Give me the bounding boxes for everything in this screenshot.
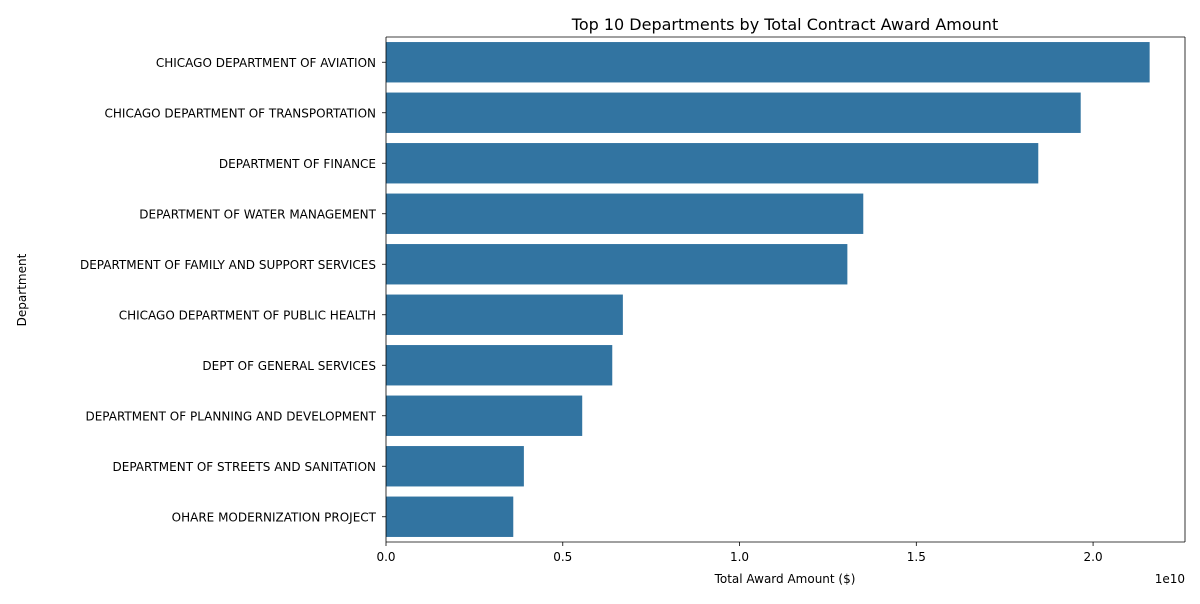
y-tick-label: OHARE MODERNIZATION PROJECT — [172, 510, 377, 524]
bars-group — [386, 42, 1150, 537]
x-axis-label: Total Award Amount ($) — [714, 572, 856, 586]
y-tick-label: DEPARTMENT OF WATER MANAGEMENT — [139, 207, 376, 221]
y-axis-label: Department — [15, 253, 29, 326]
y-tick-label: DEPARTMENT OF STREETS AND SANITATION — [113, 460, 377, 474]
y-tick-label: CHICAGO DEPARTMENT OF AVIATION — [156, 56, 376, 70]
y-tick-label: DEPARTMENT OF PLANNING AND DEVELOPMENT — [85, 409, 376, 423]
x-tick-label: 1.0 — [730, 550, 749, 564]
bar — [386, 294, 623, 335]
y-tick-label: DEPT OF GENERAL SERVICES — [202, 359, 376, 373]
bar — [386, 345, 613, 386]
y-tick-label: DEPARTMENT OF FINANCE — [219, 157, 376, 171]
chart-title: Top 10 Departments by Total Contract Awa… — [571, 15, 998, 34]
y-tick-label: CHICAGO DEPARTMENT OF PUBLIC HEALTH — [119, 308, 376, 322]
bar — [386, 143, 1039, 184]
y-tick-label: CHICAGO DEPARTMENT OF TRANSPORTATION — [105, 106, 377, 120]
x-ticks: 0.0 0.5 1.0 1.5 2.0 — [376, 542, 1103, 564]
x-tick-label: 2.0 — [1084, 550, 1103, 564]
x-tick-label: 1.5 — [907, 550, 926, 564]
bar — [386, 244, 848, 285]
y-tick-labels: CHICAGO DEPARTMENT OF AVIATION CHICAGO DE… — [80, 56, 386, 524]
x-axis-offset-text: 1e10 — [1155, 572, 1185, 586]
y-tick-label: DEPARTMENT OF FAMILY AND SUPPORT SERVICE… — [80, 258, 376, 272]
bar — [386, 92, 1081, 133]
x-tick-label: 0.0 — [376, 550, 395, 564]
bar — [386, 42, 1150, 83]
x-tick-label: 0.5 — [553, 550, 572, 564]
bar — [386, 395, 583, 436]
bar — [386, 193, 864, 234]
bar — [386, 446, 524, 487]
bar — [386, 496, 514, 537]
